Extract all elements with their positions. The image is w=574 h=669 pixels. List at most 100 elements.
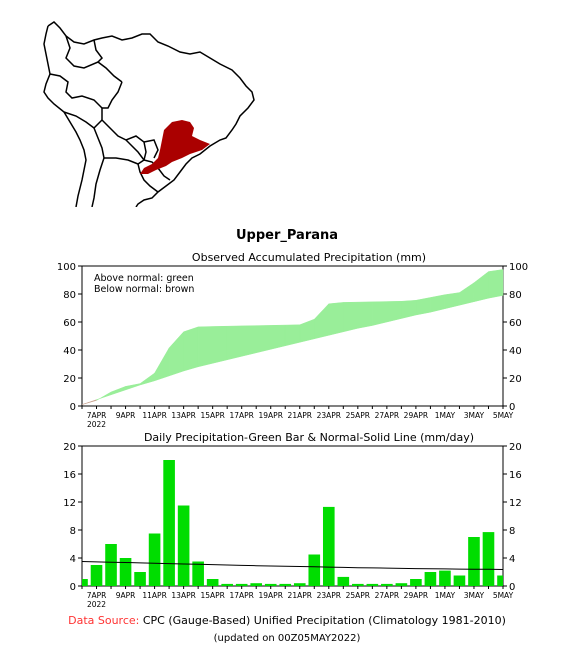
accum-fill-segment xyxy=(386,301,402,323)
daily-bar xyxy=(192,561,204,586)
daily-xtick-label: 29APR xyxy=(404,591,428,600)
accum-fill-segment xyxy=(343,301,359,333)
accum-fill-segment xyxy=(125,383,141,391)
daily-bar xyxy=(293,583,306,586)
daily-bar xyxy=(82,579,88,586)
accum-ytick-label-left: 0 xyxy=(70,402,76,413)
daily-ytick-label-right: 16 xyxy=(509,470,522,481)
daily-ytick-label-right: 20 xyxy=(509,442,522,453)
accum-xtick-label: 21APR xyxy=(288,411,312,420)
accum-ytick-label-right: 60 xyxy=(509,318,522,329)
daily-bar xyxy=(410,579,422,586)
daily-bar xyxy=(395,583,408,586)
accum-xtick-label: 2022 xyxy=(87,420,106,429)
daily-ytick-label-left: 12 xyxy=(63,498,76,509)
accum-ytick-label-left: 20 xyxy=(63,374,76,385)
accum-xtick-label: 23APR xyxy=(317,411,341,420)
accum-fill-segment xyxy=(314,303,330,340)
accum-fill-segment xyxy=(401,300,417,319)
daily-bar xyxy=(221,583,233,586)
daily-xtick-label: 7APR xyxy=(87,591,107,600)
accum-xtick-label: 13APR xyxy=(171,411,195,420)
daily-ytick-label-right: 0 xyxy=(509,582,515,593)
daily-bar xyxy=(250,583,263,586)
accum-xtick-label: 1MAY xyxy=(435,411,456,420)
daily-xtick-label: 27APR xyxy=(375,591,399,600)
daily-xtick-label: 1MAY xyxy=(435,591,456,600)
daily-xtick-label: 19APR xyxy=(259,591,283,600)
accum-fill-segment xyxy=(488,269,504,299)
accum-xtick-label: 25APR xyxy=(346,411,370,420)
daily-bar xyxy=(235,583,248,586)
daily-xtick-label: 2022 xyxy=(87,600,106,609)
daily-bar xyxy=(453,575,466,586)
accum-xtick-label: 5MAY xyxy=(493,411,514,420)
daily-ytick-label-left: 0 xyxy=(70,582,76,593)
accum-fill-segment xyxy=(444,292,460,310)
daily-plot-frame xyxy=(81,445,504,587)
accum-xtick-label: 9APR xyxy=(116,411,136,420)
daily-bar xyxy=(424,572,437,586)
daily-bar xyxy=(134,572,146,586)
accum-fill-segment xyxy=(372,301,388,326)
daily-bar xyxy=(337,576,350,586)
accum-fill-segment xyxy=(284,324,301,347)
accum-fill-segment xyxy=(154,346,170,382)
daily-xtick-label: 3MAY xyxy=(464,591,485,600)
accum-xtick-label: 29APR xyxy=(404,411,428,420)
accum-ytick-label-right: 80 xyxy=(509,290,522,301)
daily-bar xyxy=(482,532,495,586)
accum-ytick-label-right: 100 xyxy=(509,262,528,273)
accum-fill-segment xyxy=(96,391,112,401)
daily-ytick-label-right: 4 xyxy=(509,554,515,565)
daily-bar xyxy=(439,570,451,586)
daily-ytick-label-left: 8 xyxy=(70,526,76,537)
accum-fill-segment xyxy=(415,297,431,316)
region-title: Upper_Parana xyxy=(235,228,339,243)
accum-fill-segment xyxy=(226,325,242,361)
daily-bar xyxy=(206,579,219,586)
daily-normal-line xyxy=(81,561,504,570)
accum-xtick-label: 7APR xyxy=(87,411,107,420)
daily-xtick-label: 13APR xyxy=(171,591,195,600)
daily-xtick-label: 9APR xyxy=(116,591,136,600)
accum-ytick-label-right: 20 xyxy=(509,374,522,385)
accum-fill-segment xyxy=(299,318,315,343)
daily-ytick-label-right: 8 xyxy=(509,526,515,537)
accum-fill-segment xyxy=(255,325,271,354)
accum-ytick-label-right: 0 xyxy=(509,402,515,413)
daily-xtick-label: 5MAY xyxy=(493,591,514,600)
daily-bar xyxy=(322,506,335,586)
accum-xtick-label: 19APR xyxy=(259,411,283,420)
daily-ytick-label-right: 12 xyxy=(509,498,522,509)
accum-fill-segment xyxy=(328,302,344,336)
daily-bar xyxy=(90,565,103,586)
daily-bar xyxy=(366,583,379,586)
daily-ytick-label-left: 20 xyxy=(63,442,76,453)
accum-fill-segment xyxy=(459,282,475,306)
accum-xtick-label: 15APR xyxy=(200,411,224,420)
accum-fill-segment xyxy=(110,386,126,396)
daily-xtick-label: 23APR xyxy=(317,591,341,600)
accum-legend-below: Below normal: brown xyxy=(94,284,194,295)
accum-xtick-label: 3MAY xyxy=(464,411,485,420)
daily-bar xyxy=(279,583,292,586)
accum-fill-segment xyxy=(212,325,228,364)
data-source: Data Source: CPC (Gauge-Based) Unified P… xyxy=(0,614,574,627)
accum-fill-segment xyxy=(430,294,446,313)
data-source-label: Data Source: xyxy=(68,614,140,627)
accum-xtick-label: 17APR xyxy=(229,411,253,420)
accum-legend-above: Above normal: green xyxy=(94,273,194,284)
accum-ytick-label-left: 80 xyxy=(63,290,76,301)
accum-ytick-label-left: 40 xyxy=(63,346,76,357)
daily-chart-title: Daily Precipitation-Green Bar & Normal-S… xyxy=(143,431,475,444)
daily-xtick-label: 11APR xyxy=(142,591,166,600)
daily-ytick-label-left: 16 xyxy=(63,470,76,481)
south-america-map-icon xyxy=(43,21,255,207)
accum-fill-segment xyxy=(139,372,155,386)
data-source-text: CPC (Gauge-Based) Unified Precipitation … xyxy=(142,614,506,627)
daily-bar xyxy=(148,533,161,586)
accum-fill-segment xyxy=(473,271,489,303)
accum-fill-segment xyxy=(241,325,257,357)
